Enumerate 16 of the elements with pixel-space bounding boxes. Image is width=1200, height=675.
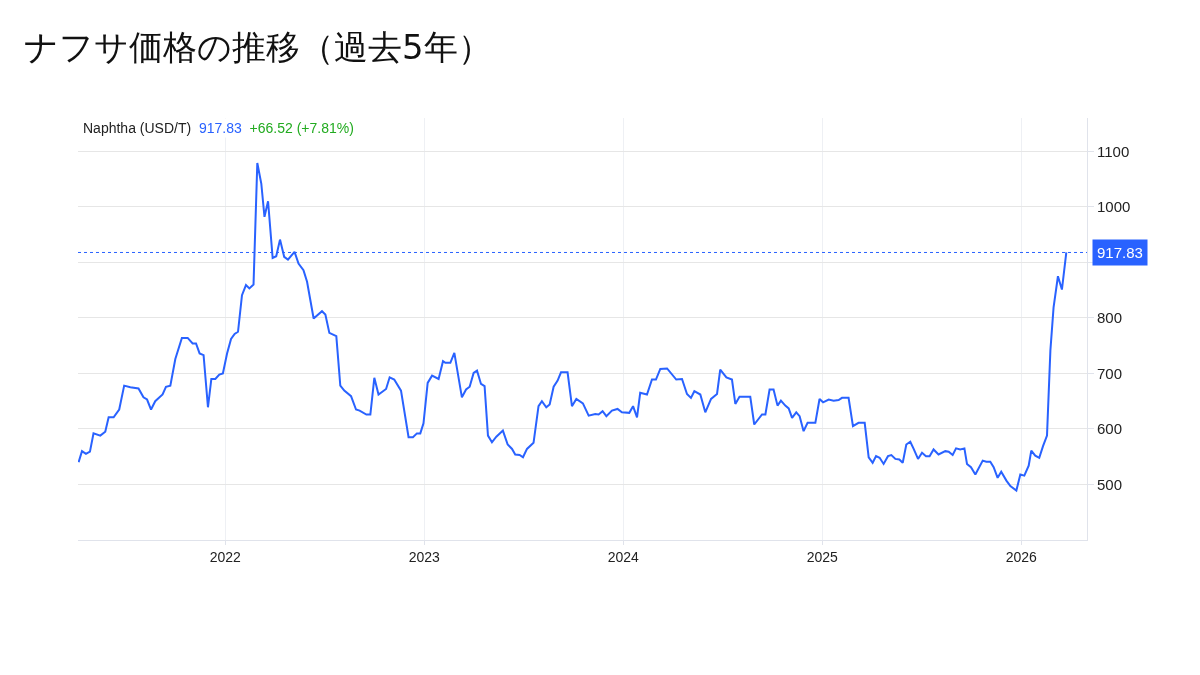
y-tick-label: 500 [1097, 475, 1123, 493]
x-tick-label: 2024 [607, 548, 640, 565]
x-tick-label: 2023 [408, 548, 441, 565]
ref-line-label: 917.83 [1097, 244, 1143, 261]
y-tick-label: 700 [1097, 364, 1123, 382]
x-tick-label: 2022 [209, 548, 242, 565]
y-tick-label: 1100 [1097, 142, 1130, 160]
annotation: 917.83 [198, 120, 242, 136]
annotation: Naphtha (USD/T) [83, 120, 192, 136]
x-tick-label: 2025 [806, 548, 839, 565]
y-tick-label: 1000 [1097, 198, 1131, 216]
x-tick-label: 2026 [1005, 548, 1038, 565]
y-tick-label: 600 [1097, 420, 1123, 438]
annotation: +66.52 (+7.81%) [249, 120, 354, 136]
y-tick-label: 800 [1097, 309, 1123, 327]
chart-title: ナフサ価格の推移（過去5年） [24, 27, 492, 68]
